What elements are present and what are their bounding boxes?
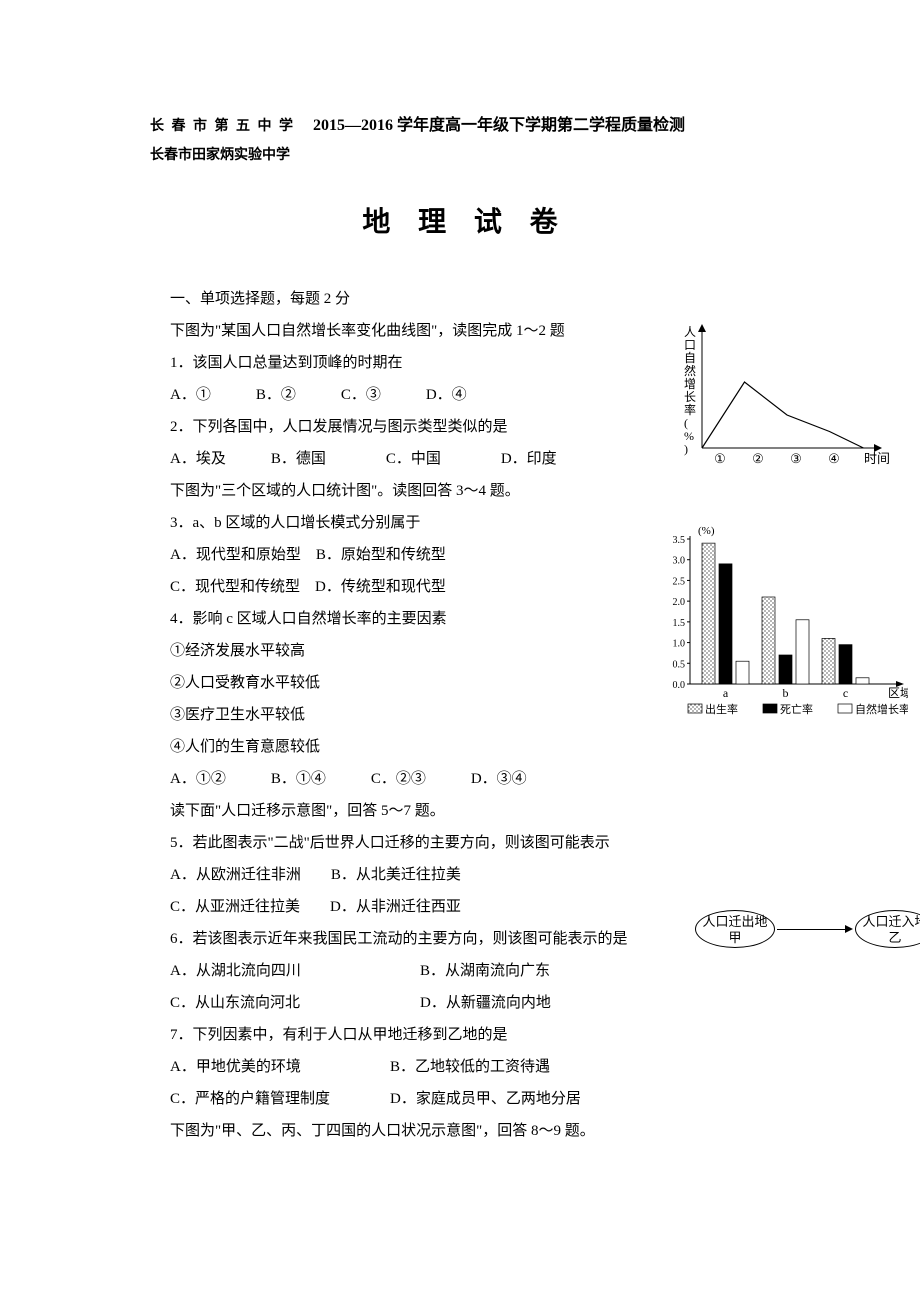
line-chart-figure: 人口自然增长率(%) ① ② ③ ④ 时间 — [670, 318, 890, 468]
svg-text:①: ① — [714, 451, 726, 466]
svg-text:死亡率: 死亡率 — [780, 702, 813, 716]
svg-text:3.0: 3.0 — [673, 556, 686, 567]
svg-text:出生率: 出生率 — [705, 702, 738, 716]
q6-d: D．从新疆流向内地 — [420, 988, 551, 1018]
section-heading: 一、单项选择题，每题 2 分 — [170, 284, 880, 314]
svg-text:自: 自 — [684, 351, 696, 365]
q6-a: A．从湖北流向四川 — [170, 956, 420, 986]
svg-text:%: % — [684, 429, 694, 443]
q7-c: C．严格的户籍管理制度 — [170, 1084, 390, 1114]
q6-b: B．从湖南流向广东 — [420, 956, 550, 986]
svg-text:): ) — [684, 442, 688, 456]
q7-d: D．家庭成员甲、乙两地分居 — [390, 1084, 581, 1114]
svg-text:④: ④ — [828, 451, 840, 466]
svg-text:1.0: 1.0 — [673, 639, 686, 650]
svg-text:(%): (%) — [698, 525, 715, 537]
svg-text:b: b — [783, 686, 789, 700]
svg-text:区域: 区域 — [888, 686, 908, 700]
svg-text:然: 然 — [684, 363, 696, 378]
migration-in-sub: 乙 — [856, 930, 920, 946]
exam-title: 地 理 试 卷 — [50, 194, 880, 250]
q7: 7．下列因素中，有利于人口从甲地迁移到乙地的是 — [170, 1020, 880, 1050]
svg-text:长: 长 — [684, 390, 696, 404]
bar-chart-figure: 0.0 0.5 1.0 1.5 2.0 2.5 3.0 3.5 (%) a b c 区域出生率 死亡率 自然… — [658, 524, 908, 724]
q7-b: B．乙地较低的工资待遇 — [390, 1052, 550, 1082]
svg-text:2.0: 2.0 — [673, 597, 686, 608]
svg-text:增: 增 — [684, 377, 696, 391]
q6-c: C．从山东流向河北 — [170, 988, 420, 1018]
svg-text:口: 口 — [684, 338, 696, 352]
migration-out-label: 人口迁出地 — [696, 914, 774, 930]
svg-text:(: ( — [684, 416, 688, 430]
exam-year-title: 2015—2016 学年度高一年级下学期第二学程质量检测 — [313, 110, 685, 142]
svg-text:0.0: 0.0 — [673, 680, 686, 691]
fig4-intro: 下图为"甲、乙、丙、丁四国的人口状况示意图"，回答 8～9 题。 — [170, 1116, 880, 1146]
migration-out-sub: 甲 — [696, 930, 774, 946]
svg-text:3.5: 3.5 — [673, 535, 686, 546]
fig3-intro: 读下面"人口迁移示意图"，回答 5～7 题。 — [170, 796, 880, 826]
q5-ab: A．从欧洲迁往非洲 B．从北美迁往拉美 — [170, 860, 880, 890]
school-name-2: 长春市田家炳实验中学 — [150, 142, 880, 170]
svg-text:0.5: 0.5 — [673, 659, 686, 670]
q5: 5．若此图表示"二战"后世界人口迁移的主要方向，则该图可能表示 — [170, 828, 880, 858]
svg-text:c: c — [843, 686, 848, 700]
svg-text:③: ③ — [790, 451, 802, 466]
migration-in-label: 人口迁入地 — [856, 914, 920, 930]
migration-diagram: 人口迁出地 甲 人口迁入地 乙 — [695, 904, 920, 964]
svg-text:1.5: 1.5 — [673, 618, 686, 629]
svg-text:a: a — [723, 686, 729, 700]
school-name-1: 长 春 市 第 五 中 学 — [150, 113, 295, 141]
q4-s4: ④人们的生育意愿较低 — [170, 732, 880, 762]
svg-text:人: 人 — [684, 325, 696, 339]
svg-text:②: ② — [752, 451, 764, 466]
svg-text:率: 率 — [684, 402, 696, 417]
q7-a: A．甲地优美的环境 — [170, 1052, 390, 1082]
fig2-intro: 下图为"三个区域的人口统计图"。读图回答 3～4 题。 — [170, 476, 880, 506]
q4-opts: A．①② B．①④ C．②③ D．③④ — [170, 764, 880, 794]
svg-text:时间: 时间 — [864, 451, 890, 466]
svg-text:自然增长率: 自然增长率 — [855, 702, 908, 716]
svg-text:2.5: 2.5 — [673, 576, 686, 587]
